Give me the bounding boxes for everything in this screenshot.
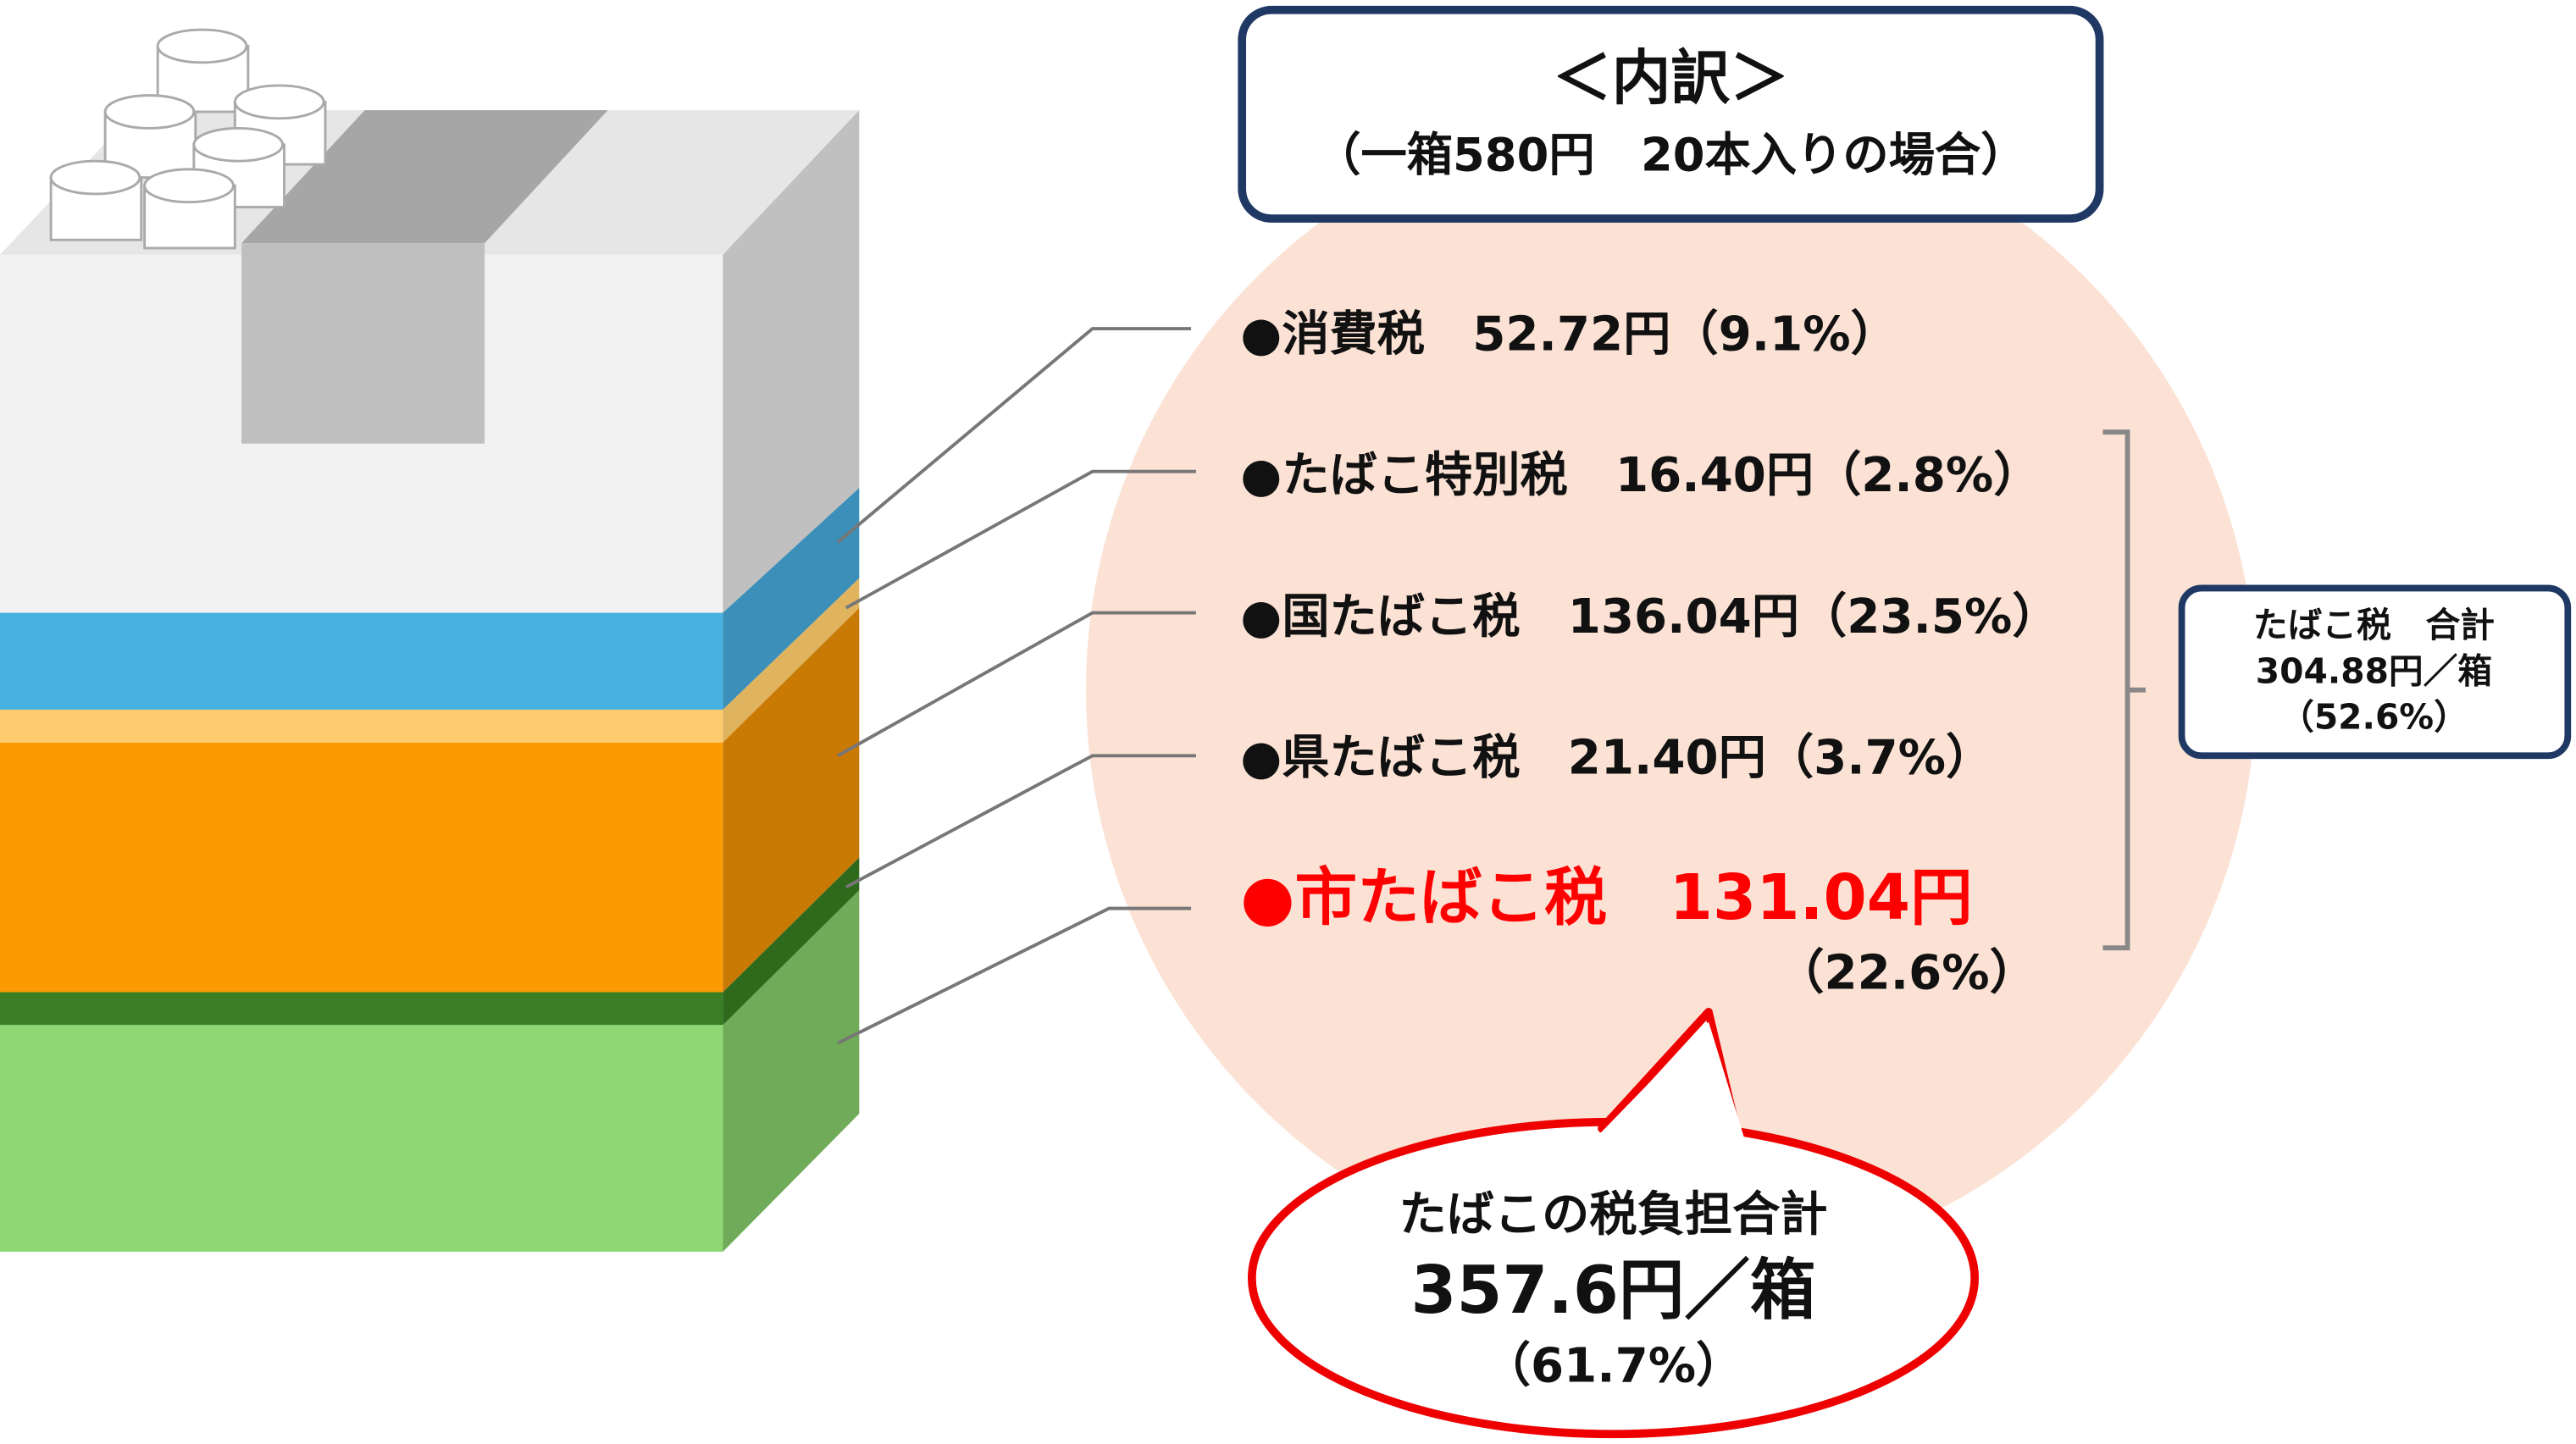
leader-line — [845, 754, 1196, 889]
leader-line — [836, 327, 1192, 544]
leader-line — [837, 611, 1196, 757]
total-label: たばこの税負担合計 — [1399, 1187, 1827, 1242]
tax-block — [0, 28, 860, 1252]
header-title: ＜内訳＞ — [1553, 44, 1789, 113]
leader-line — [845, 469, 1196, 610]
item-label: ●国たばこ税 136.04円（23.5%） — [1240, 589, 2059, 645]
header-subtitle: （一箱580円 20本入りの場合） — [1315, 128, 2026, 181]
subtotal-share: （52.6%） — [2280, 697, 2468, 738]
item-label: ●県たばこ税 21.40円（3.7%） — [1240, 731, 1993, 786]
subtotal-box — [2178, 584, 2572, 760]
leader-line — [837, 906, 1192, 1045]
item-label-highlight: ●市たばこ税 131.04円 — [1240, 862, 1972, 934]
bracket — [2102, 429, 2146, 951]
item-label: ●消費税 52.72円（9.1%） — [1240, 307, 1898, 362]
item-label: ●たばこ特別税 16.40円（2.8%） — [1240, 448, 2041, 503]
background-circle — [1085, 105, 2256, 1275]
total-bubble — [1247, 1007, 1980, 1439]
header-box — [1238, 5, 2104, 223]
total-amount: 357.6円／箱 — [1410, 1253, 1815, 1329]
total-share: （61.7%） — [1483, 1338, 1744, 1393]
subtotal-amount: 304.88円／箱 — [2256, 650, 2492, 691]
item-share: （22.6%） — [1776, 946, 2037, 1001]
subtotal-label: たばこ税 合計 — [2253, 605, 2495, 645]
